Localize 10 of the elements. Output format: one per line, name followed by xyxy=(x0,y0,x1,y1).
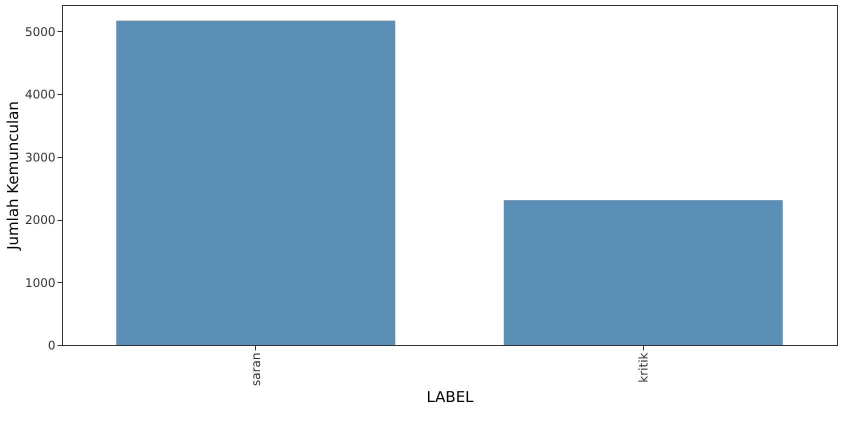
y-axis-title: Jumlah Kemunculan xyxy=(4,101,22,251)
y-tick-label: 3000 xyxy=(24,150,56,164)
y-tick-label: 0 xyxy=(48,338,56,352)
y-tick-label: 1000 xyxy=(24,276,56,290)
y-tick-label: 5000 xyxy=(24,24,56,39)
y-tick-label: 4000 xyxy=(24,88,56,102)
x-axis-title: LABEL xyxy=(426,388,474,406)
x-tick-label: kritik xyxy=(636,352,650,383)
x-tick-label: saran xyxy=(248,352,263,386)
y-tick-label: 2000 xyxy=(24,213,56,228)
